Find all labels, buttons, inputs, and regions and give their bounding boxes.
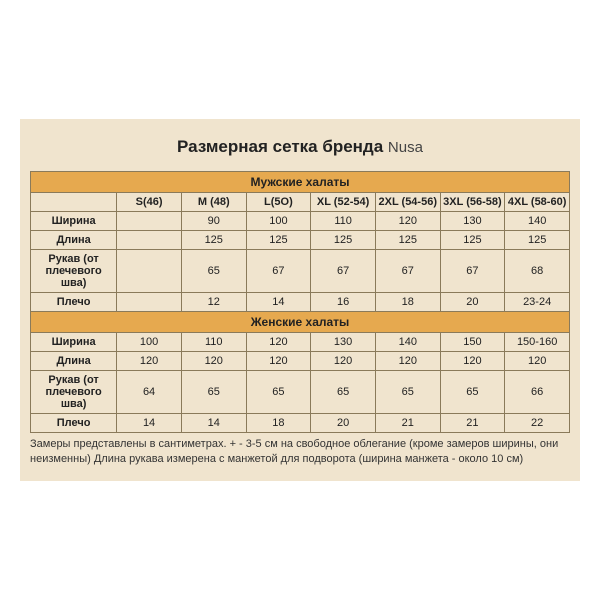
- section-header-women-label: Женские халаты: [31, 312, 570, 333]
- table-row: Плечо 14 14 18 20 21 21 22: [31, 414, 570, 433]
- data-cell: 65: [181, 371, 246, 414]
- size-cell: 3XL (56-58): [440, 193, 505, 212]
- data-cell: [117, 293, 182, 312]
- data-cell: 18: [375, 293, 440, 312]
- data-cell: 120: [246, 352, 311, 371]
- size-table: Мужские халаты S(46) M (48) L(5О) XL (52…: [30, 171, 570, 433]
- size-chart-card: Размерная сетка бренда Nusa Мужские хала…: [20, 119, 580, 481]
- data-cell: 66: [505, 371, 570, 414]
- data-cell: 14: [246, 293, 311, 312]
- data-cell: 67: [375, 250, 440, 293]
- title-brand: Nusa: [388, 139, 423, 156]
- data-cell: 65: [311, 371, 376, 414]
- footnote: Замеры представлены в сантиметрах. + - 3…: [30, 437, 570, 467]
- data-cell: 21: [375, 414, 440, 433]
- size-cell: L(5О): [246, 193, 311, 212]
- data-cell: 130: [311, 333, 376, 352]
- data-cell: 65: [375, 371, 440, 414]
- data-cell: 140: [505, 212, 570, 231]
- size-cell: S(46): [117, 193, 182, 212]
- size-cell: M (48): [181, 193, 246, 212]
- row-label: Рукав (от плечевого шва): [31, 250, 117, 293]
- data-cell: 150-160: [505, 333, 570, 352]
- section-header-men-label: Мужские халаты: [31, 172, 570, 193]
- data-cell: 120: [311, 352, 376, 371]
- table-row: Рукав (от плечевого шва) 64 65 65 65 65 …: [31, 371, 570, 414]
- data-cell: 65: [246, 371, 311, 414]
- data-cell: 23-24: [505, 293, 570, 312]
- row-label: Ширина: [31, 212, 117, 231]
- data-cell: 90: [181, 212, 246, 231]
- data-cell: 64: [117, 371, 182, 414]
- data-cell: 125: [375, 231, 440, 250]
- table-row: Ширина 100 110 120 130 140 150 150-160: [31, 333, 570, 352]
- size-header-row: S(46) M (48) L(5О) XL (52-54) 2XL (54-56…: [31, 193, 570, 212]
- row-label: Длина: [31, 231, 117, 250]
- data-cell: 18: [246, 414, 311, 433]
- data-cell: 125: [505, 231, 570, 250]
- data-cell: 16: [311, 293, 376, 312]
- data-cell: 65: [181, 250, 246, 293]
- table-row: Рукав (от плечевого шва) 65 67 67 67 67 …: [31, 250, 570, 293]
- data-cell: 100: [117, 333, 182, 352]
- chart-title: Размерная сетка бренда Nusa: [30, 137, 570, 157]
- data-cell: 125: [181, 231, 246, 250]
- data-cell: 20: [311, 414, 376, 433]
- size-empty-cell: [31, 193, 117, 212]
- data-cell: 120: [440, 352, 505, 371]
- data-cell: 120: [117, 352, 182, 371]
- table-row: Плечо 12 14 16 18 20 23-24: [31, 293, 570, 312]
- data-cell: 22: [505, 414, 570, 433]
- data-cell: 67: [311, 250, 376, 293]
- row-label: Длина: [31, 352, 117, 371]
- section-header-women: Женские халаты: [31, 312, 570, 333]
- data-cell: 125: [246, 231, 311, 250]
- data-cell: 125: [440, 231, 505, 250]
- data-cell: 65: [440, 371, 505, 414]
- data-cell: 120: [375, 352, 440, 371]
- data-cell: 21: [440, 414, 505, 433]
- data-cell: 20: [440, 293, 505, 312]
- row-label: Рукав (от плечевого шва): [31, 371, 117, 414]
- row-label: Ширина: [31, 333, 117, 352]
- data-cell: 125: [311, 231, 376, 250]
- data-cell: 120: [246, 333, 311, 352]
- size-cell: 2XL (54-56): [375, 193, 440, 212]
- data-cell: 12: [181, 293, 246, 312]
- data-cell: 67: [246, 250, 311, 293]
- row-label: Плечо: [31, 293, 117, 312]
- data-cell: 110: [181, 333, 246, 352]
- data-cell: 150: [440, 333, 505, 352]
- size-cell: 4XL (58-60): [505, 193, 570, 212]
- table-body: Мужские халаты S(46) M (48) L(5О) XL (52…: [31, 172, 570, 433]
- table-row: Длина 125 125 125 125 125 125: [31, 231, 570, 250]
- data-cell: 120: [181, 352, 246, 371]
- size-cell: XL (52-54): [311, 193, 376, 212]
- data-cell: 110: [311, 212, 376, 231]
- table-row: Длина 120 120 120 120 120 120 120: [31, 352, 570, 371]
- data-cell: 130: [440, 212, 505, 231]
- data-cell: 140: [375, 333, 440, 352]
- data-cell: 68: [505, 250, 570, 293]
- data-cell: 120: [505, 352, 570, 371]
- data-cell: 120: [375, 212, 440, 231]
- data-cell: 100: [246, 212, 311, 231]
- data-cell: 14: [181, 414, 246, 433]
- section-header-men: Мужские халаты: [31, 172, 570, 193]
- title-main: Размерная сетка бренда: [177, 137, 383, 156]
- data-cell: [117, 212, 182, 231]
- row-label: Плечо: [31, 414, 117, 433]
- table-row: Ширина 90 100 110 120 130 140: [31, 212, 570, 231]
- data-cell: [117, 231, 182, 250]
- data-cell: 67: [440, 250, 505, 293]
- data-cell: 14: [117, 414, 182, 433]
- data-cell: [117, 250, 182, 293]
